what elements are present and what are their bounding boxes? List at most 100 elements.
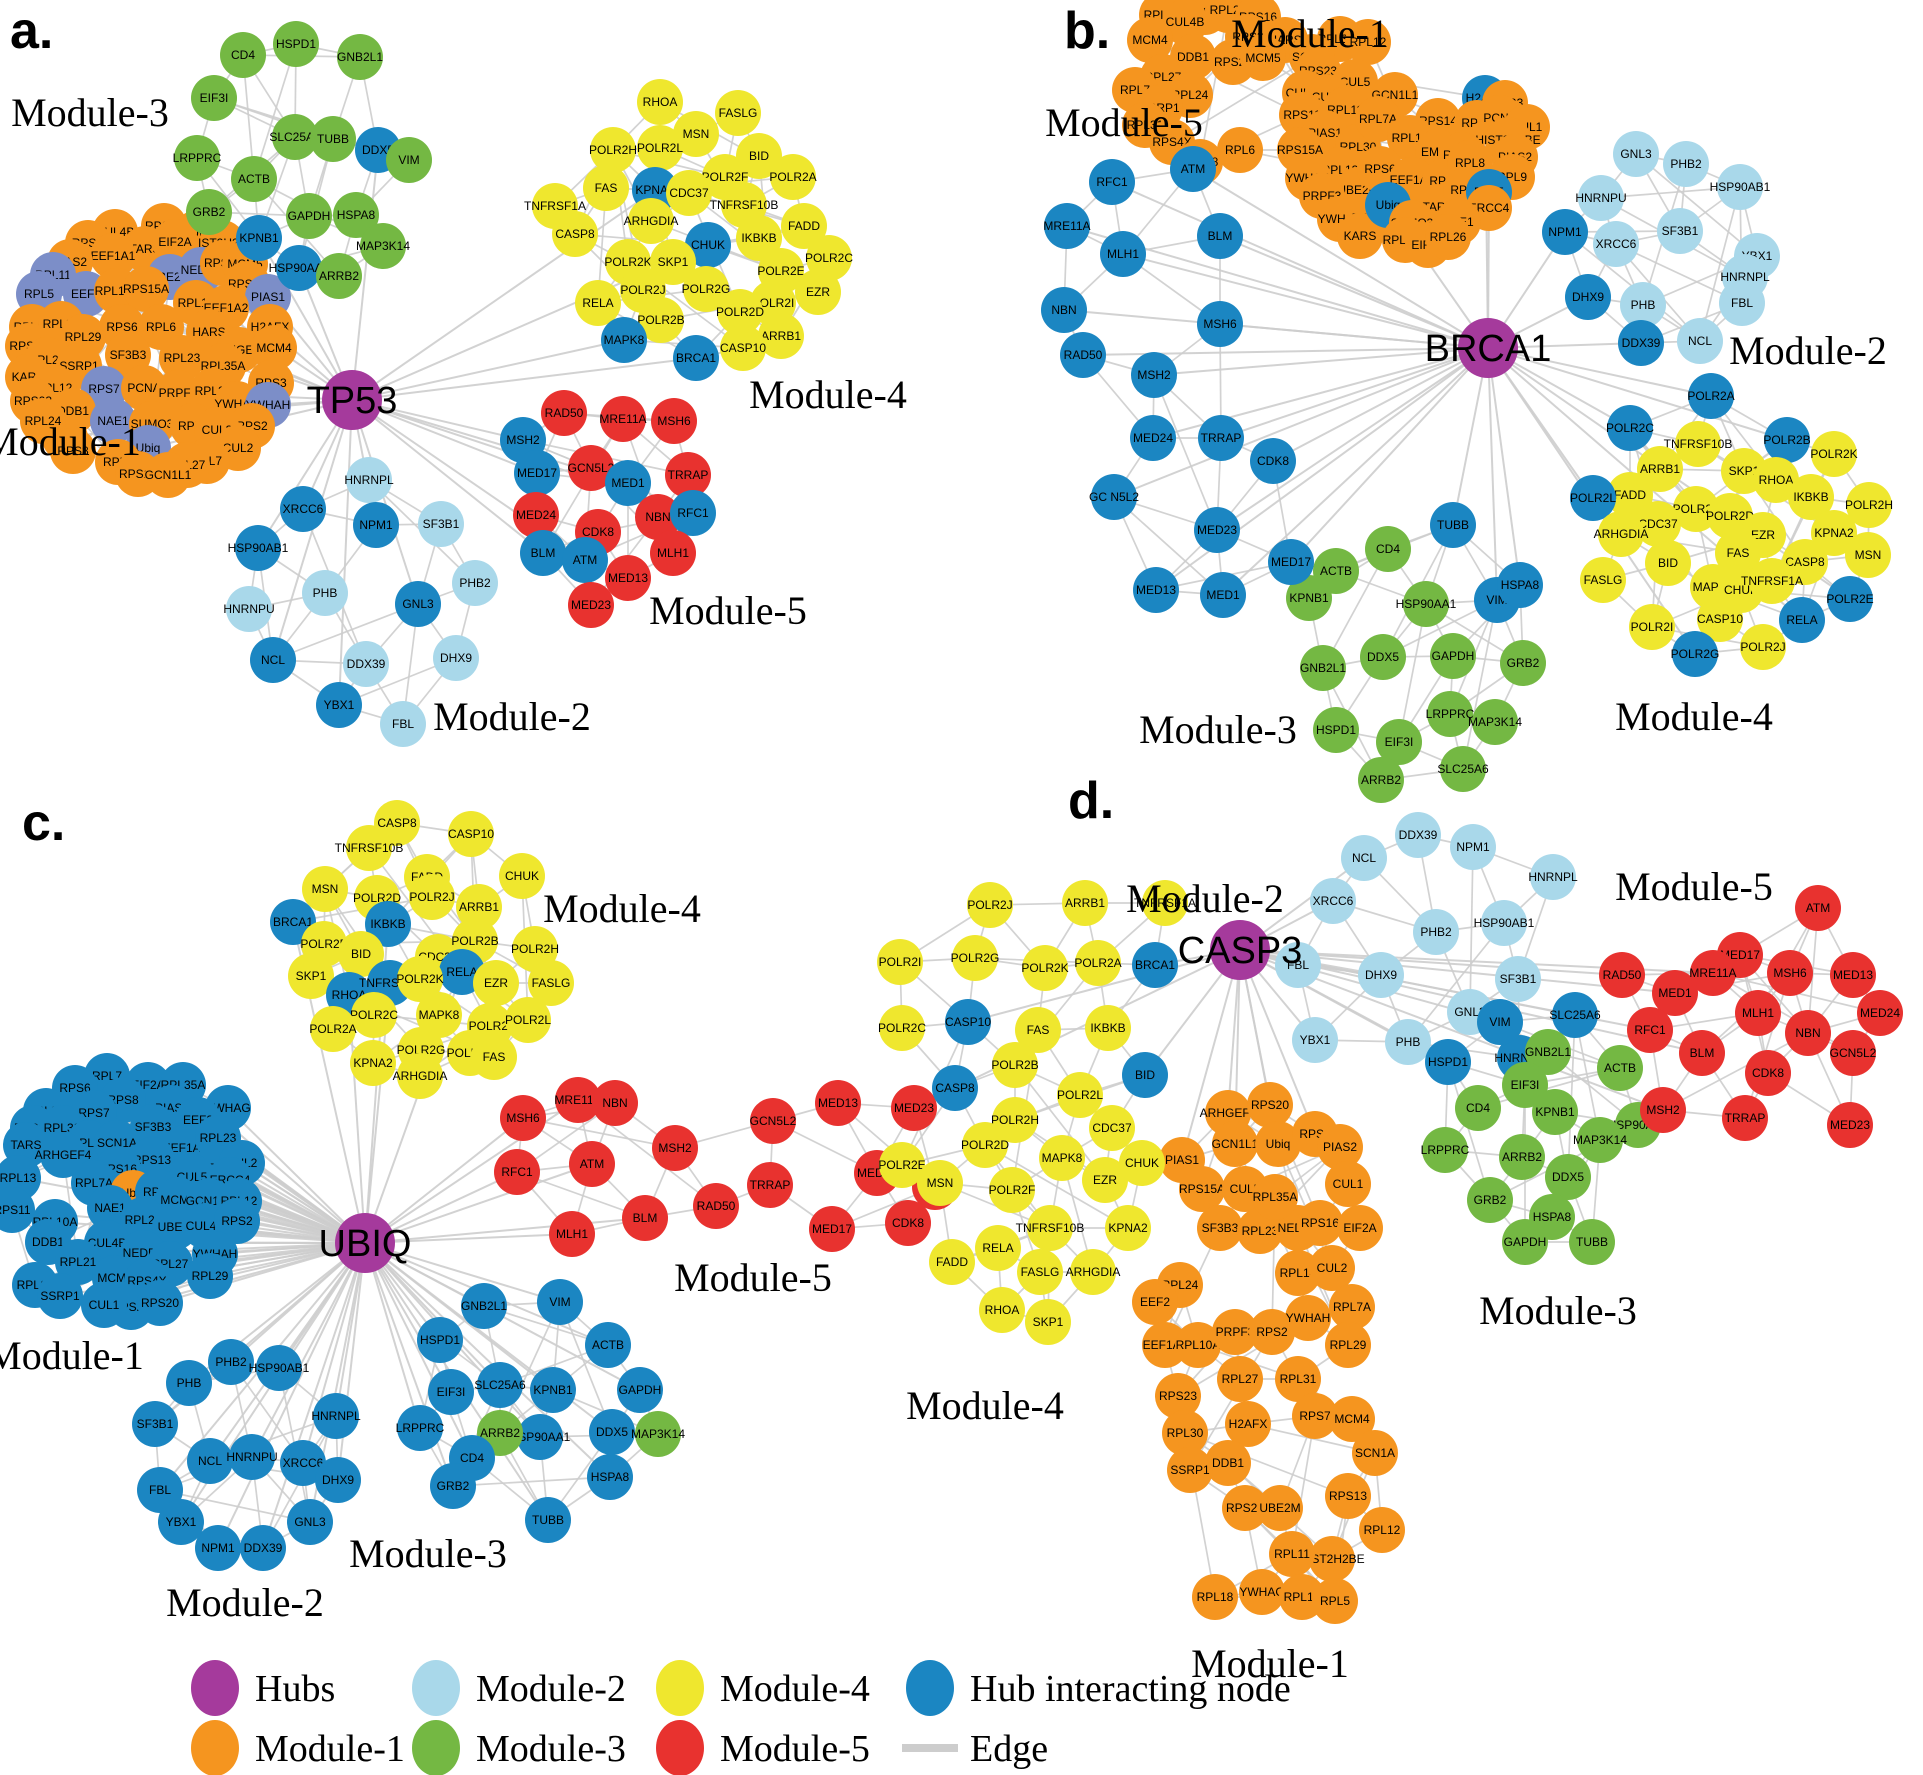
node-circle-NPM1[interactable]	[353, 502, 399, 548]
node-circle-FAS[interactable]	[583, 165, 629, 211]
node-circle-DDX5[interactable]	[589, 1409, 635, 1455]
node-CDK8[interactable]: CDK8	[1745, 1050, 1791, 1096]
node-circle-BID[interactable]	[338, 931, 384, 977]
node-circle-HNRNPL[interactable]	[346, 457, 392, 503]
node-MSH6[interactable]: MSH6	[1767, 950, 1813, 996]
node-RAD50[interactable]: RAD50	[1599, 952, 1645, 998]
node-circle-CDC37[interactable]	[1635, 501, 1681, 547]
node-POLR2B[interactable]: POLR2B	[1763, 417, 1811, 463]
node-ATM[interactable]: ATM	[1170, 146, 1216, 192]
node-circle-RPL5[interactable]	[1312, 1578, 1358, 1624]
node-circle-KPNA2[interactable]	[350, 1040, 396, 1086]
node-MLH1[interactable]: MLH1	[1735, 990, 1781, 1036]
node-circle-EEF2[interactable]	[1132, 1279, 1178, 1325]
node-circle-RPS7[interactable]	[1292, 1393, 1338, 1439]
node-KPNB1[interactable]: KPNB1	[1532, 1089, 1578, 1135]
node-SLC25A6[interactable]: SLC25A6	[474, 1362, 526, 1408]
node-DHX9[interactable]: DHX9	[1565, 274, 1611, 320]
node-circle-RPL24[interactable]	[20, 398, 66, 444]
node-circle-DDX39[interactable]	[1618, 320, 1664, 366]
node-circle-RELA[interactable]	[1779, 597, 1825, 643]
node-circle-RPL11[interactable]	[1269, 1531, 1315, 1577]
node-POLR2L[interactable]: POLR2L	[1570, 475, 1616, 521]
node-KPNB1[interactable]: KPNB1	[530, 1367, 576, 1413]
node-MSH6[interactable]: MSH6	[651, 398, 697, 444]
node-circle-SLC25A6[interactable]	[477, 1362, 523, 1408]
node-circle-PHB2[interactable]	[208, 1339, 254, 1385]
hub-node-UBIQ[interactable]: UBIQ	[319, 1213, 412, 1273]
node-ATM[interactable]: ATM	[562, 537, 608, 583]
node-RPS13[interactable]: RPS13	[1325, 1473, 1371, 1519]
node-RFC1[interactable]: RFC1	[494, 1149, 540, 1195]
node-circle-POLR2L[interactable]	[1057, 1072, 1103, 1118]
node-circle-POLR2J[interactable]	[967, 882, 1013, 928]
node-circle-GC N5L2[interactable]	[1091, 474, 1137, 520]
node-circle-IKBKB[interactable]	[736, 215, 782, 261]
node-circle-RPS8[interactable]	[50, 428, 96, 474]
node-circle-MED23[interactable]	[568, 582, 614, 628]
node-circle-GNB2L1[interactable]	[337, 34, 383, 80]
node-circle-MED1[interactable]	[1200, 572, 1246, 618]
node-circle-NCL[interactable]	[1341, 835, 1387, 881]
node-circle-HSPD1[interactable]	[273, 21, 319, 67]
hub-circle-CASP3[interactable]	[1210, 920, 1270, 980]
node-circle-FASLG[interactable]	[1580, 557, 1626, 603]
node-circle-POLR2J[interactable]	[1740, 624, 1786, 670]
node-circle-MSH2[interactable]	[652, 1125, 698, 1171]
node-circle-YBX1[interactable]	[316, 682, 362, 728]
node-circle-FADD[interactable]	[929, 1239, 975, 1285]
node-DDX5[interactable]: DDX5	[1360, 634, 1406, 680]
node-circle-HSP90AB1[interactable]	[256, 1345, 302, 1391]
node-EIF2A[interactable]: EIF2A	[1337, 1205, 1383, 1251]
node-circle-RPS13[interactable]	[1325, 1473, 1371, 1519]
node-SKP1[interactable]: SKP1	[1025, 1299, 1071, 1345]
node-MAPK8[interactable]: MAPK8	[1039, 1135, 1085, 1181]
node-circle-POLR2K[interactable]	[397, 956, 443, 1002]
node-GRB2[interactable]: GRB2	[186, 189, 232, 235]
node-circle-DHX9[interactable]	[1565, 274, 1611, 320]
node-circle-RPL26[interactable]	[1425, 214, 1471, 260]
node-VIM[interactable]: VIM	[1477, 999, 1523, 1045]
node-circle-KPNB1[interactable]	[1286, 575, 1332, 621]
hub-circle-TP53[interactable]	[322, 370, 382, 430]
node-circle-KARS[interactable]	[1337, 213, 1383, 259]
node-circle-MAP3K14[interactable]	[1577, 1117, 1623, 1163]
node-circle-MRE11A[interactable]	[555, 1077, 601, 1123]
node-circle-BLM[interactable]	[1197, 213, 1243, 259]
node-circle-DDX5[interactable]	[1360, 634, 1406, 680]
node-TRRAP[interactable]: TRRAP	[1198, 415, 1244, 461]
node-circle-MCM5[interactable]	[1240, 35, 1286, 81]
node-POLR2I[interactable]: POLR2I	[877, 939, 923, 985]
node-FBL[interactable]: FBL	[1719, 280, 1765, 326]
node-circle-FAS[interactable]	[471, 1034, 517, 1080]
node-circle-MLH1[interactable]	[549, 1211, 595, 1257]
node-circle-FBL[interactable]	[380, 701, 426, 747]
node-MSN[interactable]: MSN	[1845, 532, 1891, 578]
node-ACTB[interactable]: ACTB	[1597, 1045, 1643, 1091]
node-PHB2[interactable]: PHB2	[208, 1339, 254, 1385]
node-YWHAH[interactable]: YWHAH	[1285, 1295, 1331, 1341]
node-PHB2[interactable]: PHB2	[1413, 909, 1459, 955]
node-circle-NBN[interactable]	[635, 494, 681, 540]
node-CUL1[interactable]: CUL1	[81, 1282, 127, 1328]
node-circle-BID[interactable]	[1122, 1052, 1168, 1098]
node-POLR2C[interactable]: POLR2C	[1606, 405, 1654, 451]
node-circle-KPNA2[interactable]	[1811, 510, 1857, 556]
node-circle-RPS11[interactable]	[0, 1187, 35, 1233]
node-circle-POLR2C[interactable]	[879, 1005, 925, 1051]
node-ARRB2[interactable]: ARRB2	[1499, 1134, 1545, 1180]
node-circle-MSH6[interactable]	[500, 1095, 546, 1141]
node-EEF2[interactable]: EEF2	[1132, 1279, 1178, 1325]
node-circle-SF3B1[interactable]	[418, 501, 464, 547]
node-circle-NPM1[interactable]	[1450, 824, 1496, 870]
node-circle-CDK8[interactable]	[1250, 438, 1296, 484]
node-RPL27[interactable]: RPL27	[1217, 1356, 1263, 1402]
node-RAD50[interactable]: RAD50	[693, 1183, 739, 1229]
node-circle-NPM1[interactable]	[195, 1525, 241, 1571]
node-circle-GRB2[interactable]	[430, 1463, 476, 1509]
node-ACTB[interactable]: ACTB	[585, 1322, 631, 1368]
node-circle-ARRB1[interactable]	[456, 884, 502, 930]
node-circle-POLR2A[interactable]	[1075, 940, 1121, 986]
node-circle-CASP10[interactable]	[945, 999, 991, 1045]
node-ATM[interactable]: ATM	[1795, 885, 1841, 931]
